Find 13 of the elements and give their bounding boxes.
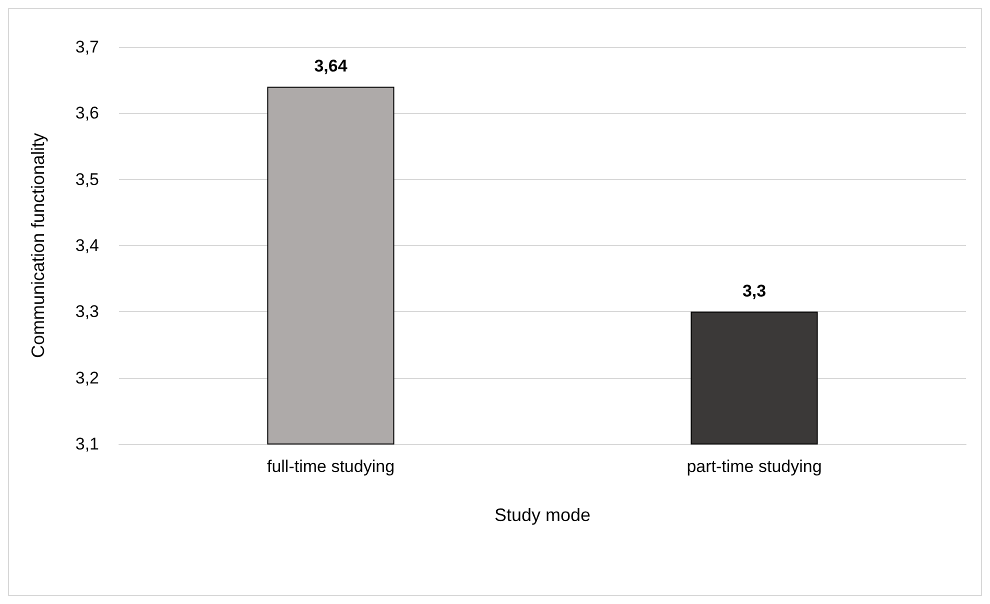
y-tick-label: 3,7 [75,38,99,56]
data-label: 3,3 [742,282,766,301]
y-tick-label: 3,5 [75,170,99,189]
y-tick-label: 3,4 [75,236,99,255]
x-axis-title: Study mode [494,505,591,525]
x-tick-label: full-time studying [266,457,395,476]
data-label: 3,64 [314,56,348,76]
y-tick-label: 3,1 [75,434,99,454]
y-tick-label: 3,2 [75,368,99,388]
y-tick-label: 3,3 [75,302,99,322]
y-axis-title: Communication functionality [28,132,48,358]
y-tick-label: 3,6 [75,104,99,123]
x-tick-label: part-time studying [686,457,822,476]
